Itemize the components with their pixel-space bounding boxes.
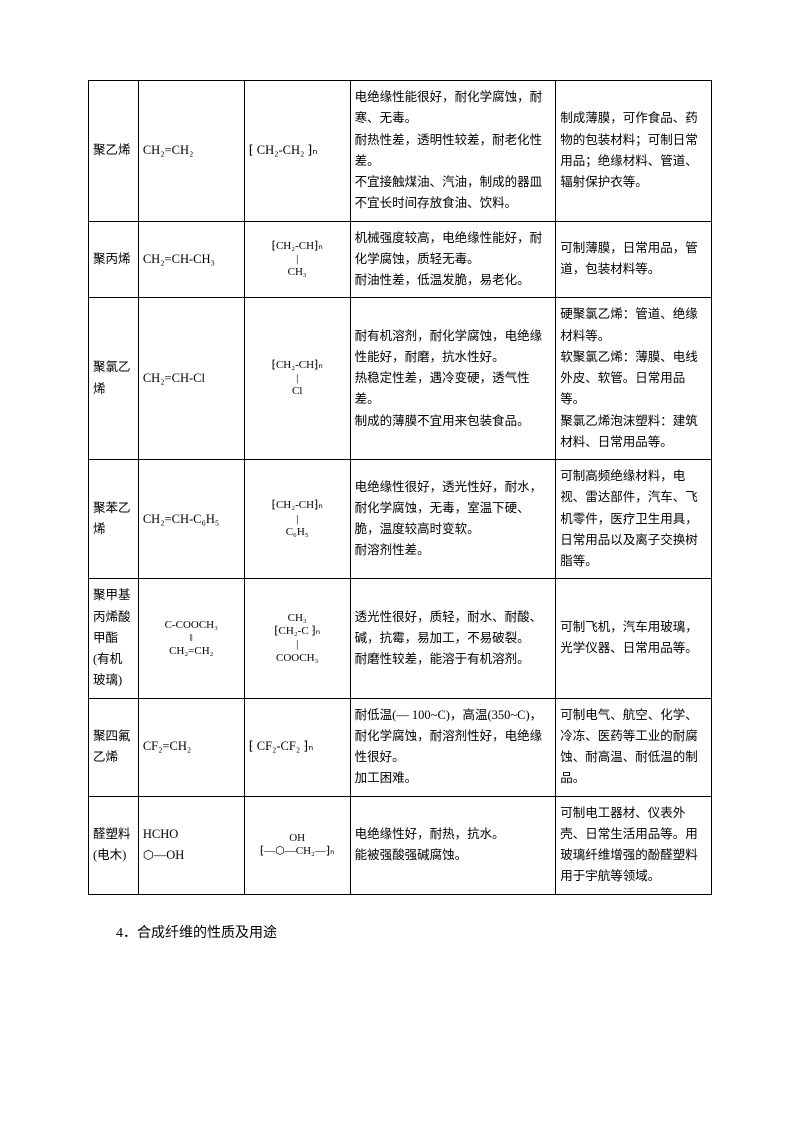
cell-name: 聚甲基丙烯酸甲酯(有机玻璃) (89, 579, 139, 698)
cell-chain: ⁅ CF₂-CF₂ ⁆ₙ (244, 698, 350, 796)
cell-uses: 可制电工器材、仪表外壳、日常生活用品等。用玻璃纤维增强的酚醛塑料用于宇航等领域。 (556, 796, 712, 894)
cell-properties: 电绝缘性很好，透光性好，耐水，耐化学腐蚀，无毒，室温下硬、脆，温度较高时变软。耐… (350, 460, 556, 579)
cell-properties: 电绝缘性好，耐热，抗水。能被强酸强碱腐蚀。 (350, 796, 556, 894)
cell-name: 聚苯乙烯 (89, 460, 139, 579)
cell-chain: CH₃ ⁅CH₂-C ⁆ₙ | COOCH₃ (244, 579, 350, 698)
cell-name: 聚四氟乙烯 (89, 698, 139, 796)
cell-monomer: CH₂=CH-C₆H₅ (138, 460, 244, 579)
cell-name: 聚氯乙烯 (89, 298, 139, 460)
table-row: 聚甲基丙烯酸甲酯(有机玻璃) C-COOCH₃ ‖ CH₂=CH₂ CH₃ ⁅C… (89, 579, 712, 698)
cell-name: 聚丙烯 (89, 221, 139, 298)
table-row: 聚氯乙烯 CH₂=CH-Cl ⁅CH₂-CH⁆ₙ | Cl 耐有机溶剂，耐化学腐… (89, 298, 712, 460)
cell-uses: 可制电气、航空、化学、冷冻、医药等工业的耐腐蚀、耐高温、耐低温的制品。 (556, 698, 712, 796)
cell-properties: 耐有机溶剂，耐化学腐蚀，电绝缘性能好，耐磨，抗水性好。热稳定性差，遇冷变硬，透气… (350, 298, 556, 460)
cell-chain: ⁅CH₂-CH⁆ₙ | CH₃ (244, 221, 350, 298)
table-row: 聚苯乙烯 CH₂=CH-C₆H₅ ⁅CH₂-CH⁆ₙ | C₆H₅ 电绝缘性很好… (89, 460, 712, 579)
cell-uses: 可制飞机，汽车用玻璃，光学仪器、日常用品等。 (556, 579, 712, 698)
cell-monomer: C-COOCH₃ ‖ CH₂=CH₂ (138, 579, 244, 698)
cell-name: 聚乙烯 (89, 81, 139, 222)
cell-name: 醛塑料(电木) (89, 796, 139, 894)
cell-uses: 硬聚氯乙烯：管道、绝缘材料等。软聚氯乙烯：薄膜、电线外皮、软管。日常用品等。聚氯… (556, 298, 712, 460)
section-caption: 4．合成纤维的性质及用途 (116, 923, 712, 944)
cell-chain: ⁅CH₂-CH⁆ₙ | C₆H₅ (244, 460, 350, 579)
table-row: 醛塑料(电木) HCHO⬡—OH OH ⁅—⬡—CH₂—⁆ₙ 电绝缘性好，耐热，… (89, 796, 712, 894)
cell-monomer: HCHO⬡—OH (138, 796, 244, 894)
table-row: 聚乙烯 CH₂=CH₂ ⁅ CH₂-CH₂ ⁆ₙ 电绝缘性能很好，耐化学腐蚀，耐… (89, 81, 712, 222)
cell-chain: ⁅ CH₂-CH₂ ⁆ₙ (244, 81, 350, 222)
cell-uses: 制成薄膜，可作食品、药物的包装材料；可制日常用品；绝缘材料、管道、辐射保护衣等。 (556, 81, 712, 222)
cell-properties: 电绝缘性能很好，耐化学腐蚀，耐寒、无毒。耐热性差，透明性较差，耐老化性差。不宜接… (350, 81, 556, 222)
cell-properties: 机械强度较高，电绝缘性能好，耐化学腐蚀，质轻无毒。耐油性差，低温发脆，易老化。 (350, 221, 556, 298)
cell-monomer: CF₂=CH₂ (138, 698, 244, 796)
table-row: 聚四氟乙烯 CF₂=CH₂ ⁅ CF₂-CF₂ ⁆ₙ 耐低温(— 100~C)，… (89, 698, 712, 796)
cell-properties: 耐低温(— 100~C)，高温(350~C)，耐化学腐蚀，耐溶剂性好，电绝缘性很… (350, 698, 556, 796)
cell-properties: 透光性很好，质轻，耐水、耐酸、碱，抗霉，易加工，不易破裂。耐磨性较差，能溶于有机… (350, 579, 556, 698)
cell-chain: ⁅CH₂-CH⁆ₙ | Cl (244, 298, 350, 460)
cell-uses: 可制高频绝缘材料，电视、雷达部件，汽车、飞机零件，医疗卫生用具，日常用品以及离子… (556, 460, 712, 579)
cell-monomer: CH₂=CH-Cl (138, 298, 244, 460)
cell-chain: OH ⁅—⬡—CH₂—⁆ₙ (244, 796, 350, 894)
polymer-table: 聚乙烯 CH₂=CH₂ ⁅ CH₂-CH₂ ⁆ₙ 电绝缘性能很好，耐化学腐蚀，耐… (88, 80, 712, 895)
cell-monomer: CH₂=CH-CH₃ (138, 221, 244, 298)
table-row: 聚丙烯 CH₂=CH-CH₃ ⁅CH₂-CH⁆ₙ | CH₃ 机械强度较高，电绝… (89, 221, 712, 298)
cell-uses: 可制薄膜，日常用品，管道，包装材料等。 (556, 221, 712, 298)
cell-monomer: CH₂=CH₂ (138, 81, 244, 222)
